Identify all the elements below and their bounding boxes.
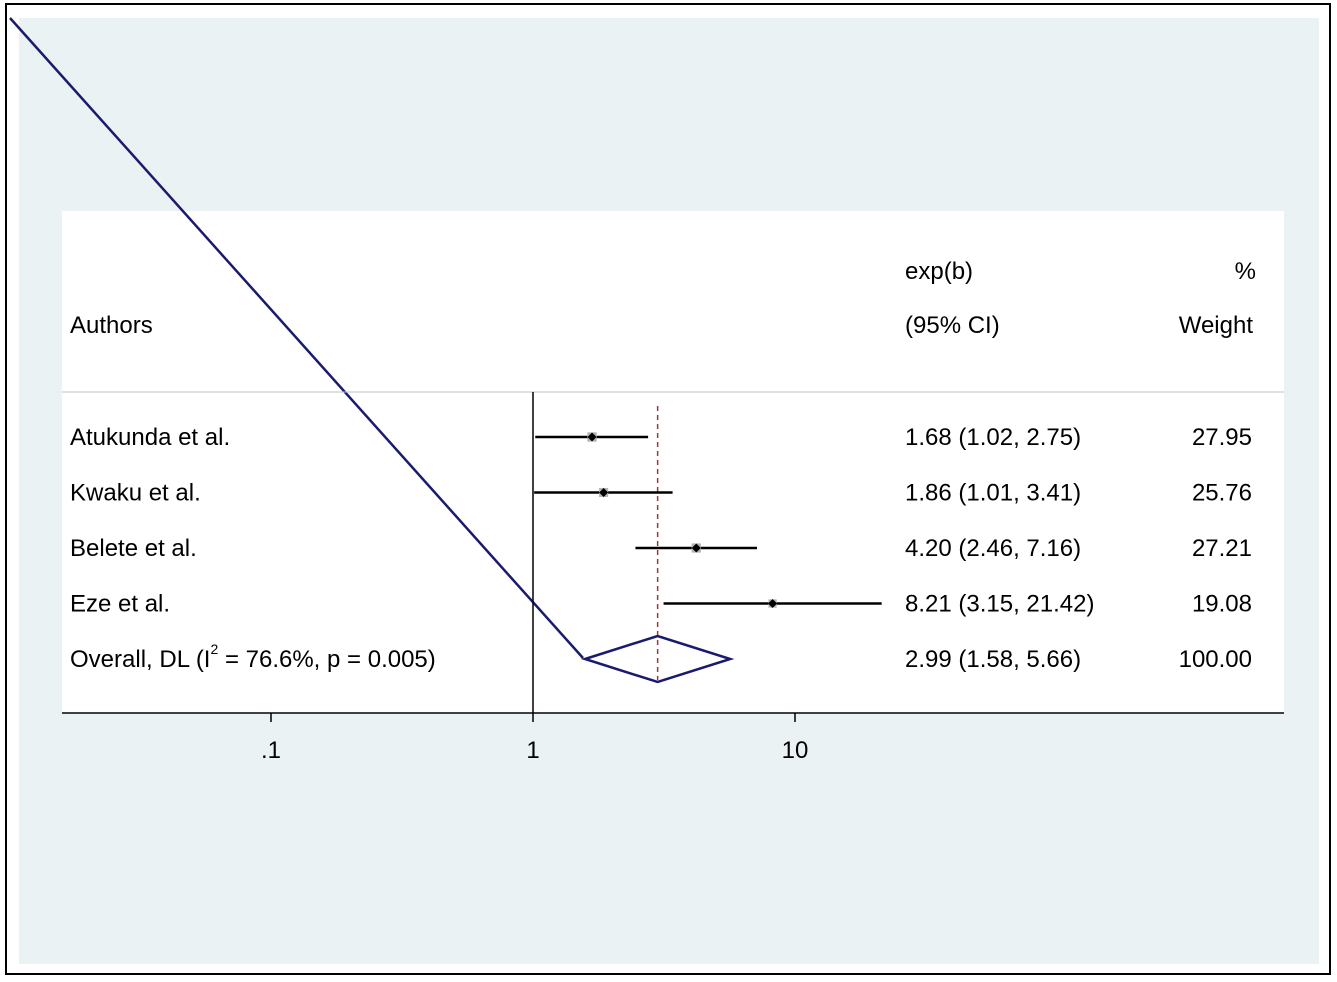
header-authors: Authors xyxy=(70,312,153,339)
study-point-estimate xyxy=(587,432,597,442)
study-weight-text: 25.76 xyxy=(1192,480,1252,507)
study-ci-text: 8.21 (3.15, 21.42) xyxy=(905,591,1094,618)
study-point-estimate xyxy=(768,599,778,608)
header-weight-bottom: Weight xyxy=(1179,312,1254,339)
overall-ci-text: 2.99 (1.58, 5.66) xyxy=(905,646,1081,673)
overall-label: Overall, DL (I2 = 76.6%, p = 0.005) xyxy=(70,641,436,673)
header-effect-bottom: (95% CI) xyxy=(905,312,1000,339)
x-tick-label: .1 xyxy=(261,737,281,764)
study-ci-text: 4.20 (2.46, 7.16) xyxy=(905,535,1081,562)
study-ci-text: 1.68 (1.02, 2.75) xyxy=(905,424,1081,451)
study-name: Atukunda et al. xyxy=(70,424,230,451)
study-weight-text: 27.95 xyxy=(1192,424,1252,451)
header-effect-top: exp(b) xyxy=(905,258,973,285)
x-tick-label: 10 xyxy=(782,737,809,764)
study-name: Belete et al. xyxy=(70,535,197,562)
study-point-estimate xyxy=(691,543,701,553)
study-name: Eze et al. xyxy=(70,591,170,618)
study-weight-text: 27.21 xyxy=(1192,535,1252,562)
study-ci-text: 1.86 (1.01, 3.41) xyxy=(905,480,1081,507)
overall-diamond xyxy=(580,634,735,684)
diagonal-artifact-line xyxy=(9,17,584,659)
x-tick-label: 1 xyxy=(526,737,539,764)
overall-weight-text: 100.00 xyxy=(1179,646,1252,673)
study-weight-text: 19.08 xyxy=(1192,591,1252,618)
study-point-estimate xyxy=(599,488,609,497)
study-name: Kwaku et al. xyxy=(70,480,201,507)
header-weight-top: % xyxy=(1235,258,1256,285)
plot-region xyxy=(62,211,1284,714)
